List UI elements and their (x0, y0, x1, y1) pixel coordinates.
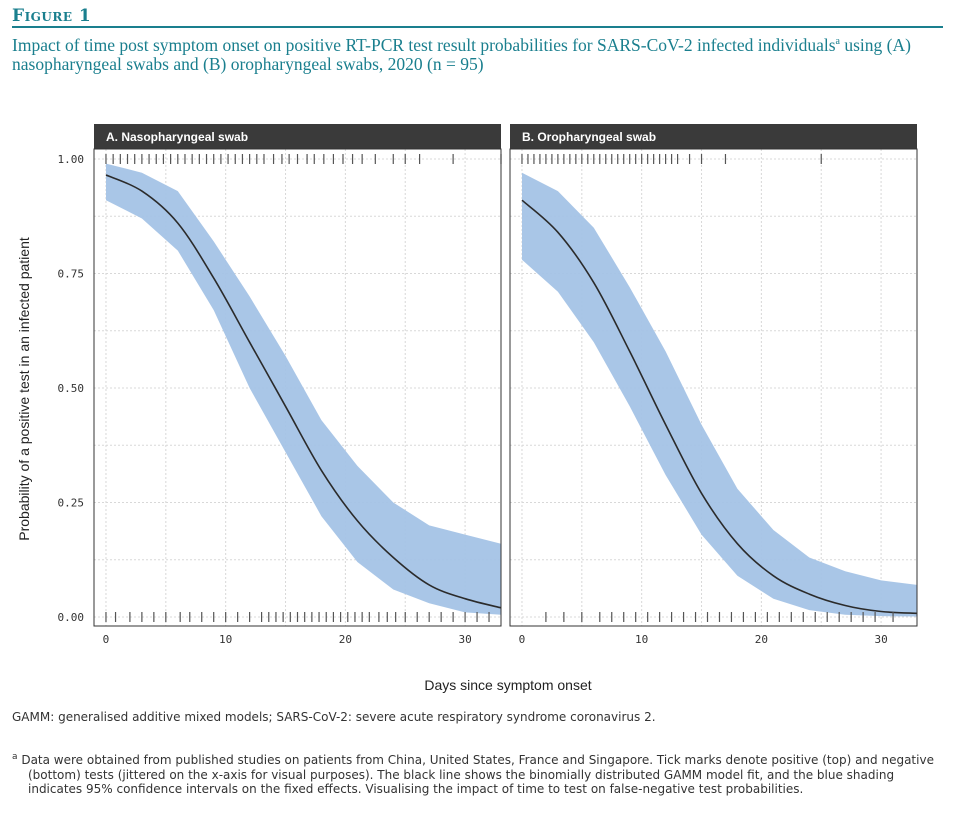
footnote-text: Data were obtained from published studie… (17, 753, 934, 796)
panel-strip (94, 124, 501, 149)
figure-title-footnote-marker: a (835, 36, 840, 47)
panel-a: A. Nasopharyngeal swab 0 10 20 30 0.00 0.25 0.5… (58, 124, 502, 646)
panel-b: B. Oropharyngeal swab 0 10 20 30 (509, 124, 918, 646)
y-tick-label: 0.50 (58, 382, 85, 395)
panel-title: B. Oropharyngeal swab (522, 130, 656, 144)
x-tick-label: 20 (339, 633, 352, 646)
x-tick-label: 10 (635, 633, 648, 646)
fit-line (521, 199, 918, 615)
x-tick-label: 0 (103, 633, 110, 646)
x-tick-label: 0 (519, 633, 526, 646)
panel-frame (509, 148, 918, 627)
figure-title-rest: using (A) nasopharyngeal swabs and (B) o… (12, 34, 911, 74)
footnote-a: a Data were obtained from published stud… (12, 750, 947, 797)
footnote-marker: a (12, 752, 18, 762)
confidence-band (106, 163, 501, 615)
panel-strip (510, 124, 917, 149)
y-tick-label: 0.25 (58, 497, 85, 510)
y-tick-label: 0.00 (58, 611, 85, 624)
figure-title: Impact of time post symptom onset on pos… (12, 32, 947, 74)
fit-line (105, 174, 502, 609)
panel-frame (93, 148, 502, 627)
figure-label: Figure 1 (12, 6, 92, 26)
x-tick-label: 30 (458, 633, 471, 646)
panel-title: A. Nasopharyngeal swab (106, 130, 248, 144)
y-tick-label: 1.00 (58, 153, 85, 166)
figure-rule (12, 26, 943, 28)
x-tick-label: 10 (219, 633, 232, 646)
figure-title-main: Impact of time post symptom onset on pos… (12, 34, 836, 55)
chart: A. Nasopharyngeal swab 0 10 20 30 0.00 0.25 0.5… (16, 124, 918, 693)
x-axis-title: Days since symptom onset (424, 677, 591, 693)
footnote-abbreviations: GAMM: generalised additive mixed models;… (12, 710, 656, 724)
x-tick-label: 30 (874, 633, 887, 646)
y-tick-label: 0.75 (58, 268, 85, 281)
y-axis-title: Probability of a positive test in an inf… (16, 237, 32, 541)
x-tick-label: 20 (755, 633, 768, 646)
confidence-band (522, 172, 917, 617)
